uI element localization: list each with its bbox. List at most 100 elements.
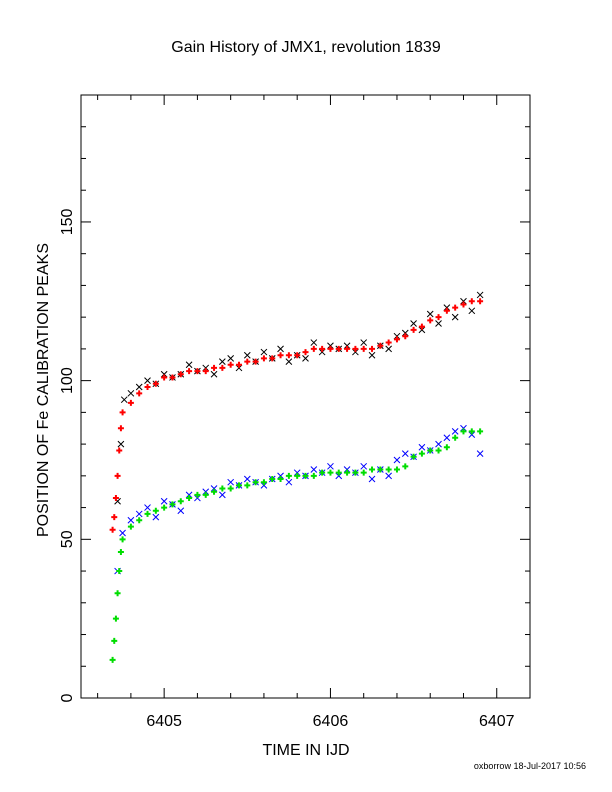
data-point-series-1 (111, 514, 118, 521)
data-point-series-2 (468, 431, 476, 438)
data-point-series-3 (119, 536, 126, 543)
data-point-series-1 (169, 374, 176, 381)
data-point-series-2 (185, 491, 193, 499)
data-point-series-1 (302, 349, 309, 356)
data-point-series-3 (385, 466, 392, 473)
data-point-series-2 (243, 475, 251, 483)
data-point-series-0 (410, 320, 417, 327)
data-point-series-1 (294, 352, 301, 359)
data-point-series-1 (109, 526, 116, 533)
data-point-series-2 (119, 529, 126, 537)
data-point-series-3 (294, 472, 301, 479)
data-point-series-1 (194, 368, 201, 375)
data-point-series-1 (477, 298, 484, 305)
data-point-series-3 (310, 472, 317, 479)
data-point-series-3 (152, 507, 159, 514)
data-point-series-1 (117, 425, 124, 432)
data-point-series-0 (360, 339, 368, 346)
y-tick-label: 100 (59, 367, 76, 394)
data-point-series-0 (393, 332, 401, 340)
data-point-series-1 (152, 380, 159, 387)
data-point-series-1 (319, 345, 326, 352)
data-point-series-1 (285, 352, 292, 359)
data-point-series-2 (160, 497, 168, 505)
data-point-series-0 (327, 342, 334, 350)
data-point-series-2 (401, 450, 409, 457)
data-point-series-3 (127, 523, 134, 530)
data-point-series-1 (352, 345, 359, 352)
data-point-series-3 (235, 482, 242, 489)
data-point-series-1 (227, 361, 234, 368)
data-point-series-3 (211, 488, 218, 495)
data-point-series-3 (260, 479, 267, 486)
data-point-series-2 (418, 443, 426, 451)
data-point-series-2 (451, 428, 459, 435)
y-axis-label: POSITION OF Fe CALIBRATION PEAKS (35, 243, 52, 537)
data-point-series-1 (393, 336, 400, 343)
data-point-series-3 (219, 485, 226, 492)
data-point-series-0 (243, 351, 251, 359)
data-point-series-1 (410, 326, 417, 333)
data-point-series-2 (202, 488, 210, 496)
data-point-series-0 (210, 370, 218, 378)
data-point-series-0 (117, 440, 125, 448)
data-point-series-3 (109, 656, 116, 663)
data-point-series-3 (352, 469, 359, 476)
data-point-series-1 (119, 409, 126, 416)
footer-stamp: oxborrow 18-Jul-2017 10:56 (474, 761, 586, 771)
data-point-series-3 (114, 590, 121, 597)
data-point-series-2 (218, 491, 226, 499)
data-point-series-0 (443, 304, 451, 311)
data-point-series-3 (477, 428, 484, 435)
data-point-series-0 (435, 320, 442, 327)
data-point-series-1 (177, 371, 184, 378)
x-tick-label: 6405 (146, 713, 182, 730)
data-point-series-0 (202, 364, 210, 372)
data-point-series-3 (418, 450, 425, 457)
data-point-series-0 (352, 348, 359, 356)
data-point-series-0 (468, 307, 476, 315)
data-point-series-1 (452, 304, 459, 311)
data-point-series-0 (310, 339, 318, 346)
data-point-series-0 (318, 348, 326, 356)
data-point-series-1 (360, 345, 367, 352)
data-point-series-2 (393, 456, 401, 464)
data-point-series-2 (194, 494, 201, 502)
data-point-series-3 (452, 434, 459, 441)
data-point-series-2 (368, 475, 376, 483)
axis-ticks (81, 94, 531, 699)
y-tick-label: 50 (59, 530, 76, 548)
data-point-series-1 (418, 323, 425, 330)
data-point-series-3 (369, 466, 376, 473)
data-point-series-3 (443, 444, 450, 451)
data-point-series-1 (144, 383, 151, 390)
data-point-series-3 (202, 491, 209, 498)
x-tick-label: 6406 (313, 713, 349, 730)
data-point-series-0 (285, 358, 293, 365)
data-point-series-2 (293, 469, 301, 477)
data-point-series-2 (460, 424, 467, 432)
data-point-series-0 (235, 364, 243, 372)
data-point-series-1 (344, 345, 351, 352)
data-point-series-0 (476, 291, 484, 299)
data-point-series-1 (468, 298, 475, 305)
data-point-series-1 (244, 358, 251, 365)
data-point-series-3 (186, 495, 193, 502)
data-point-series-3 (344, 469, 351, 476)
data-point-series-2 (476, 450, 484, 457)
data-point-series-1 (127, 399, 134, 406)
data-point-series-2 (127, 516, 135, 524)
data-point-series-0 (368, 351, 376, 359)
data-point-series-3 (410, 453, 417, 460)
data-point-series-3 (269, 476, 276, 483)
data-point-series-1 (327, 345, 334, 352)
y-tick-label: 0 (59, 693, 76, 702)
data-point-series-1 (260, 355, 267, 362)
data-point-series-1 (112, 495, 119, 502)
data-point-series-1 (161, 374, 168, 381)
data-point-series-3 (277, 476, 284, 483)
data-point-series-0 (227, 355, 235, 362)
data-point-series-2 (144, 504, 151, 511)
data-point-series-3 (468, 428, 475, 435)
